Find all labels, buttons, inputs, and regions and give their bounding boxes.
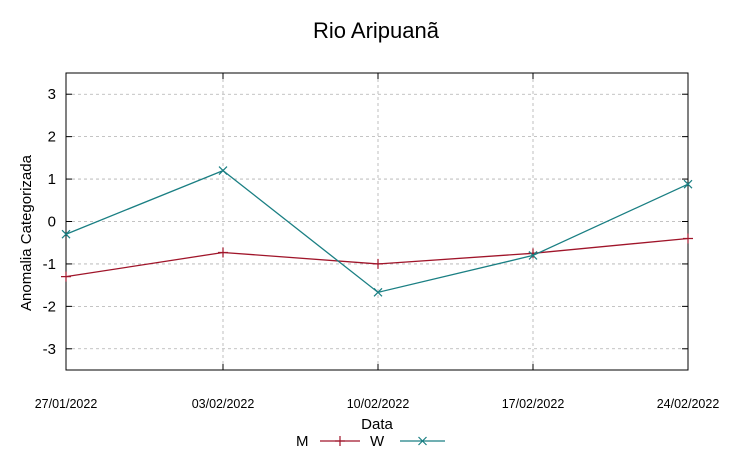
data-point-M xyxy=(61,271,71,282)
data-point-W xyxy=(373,287,383,297)
series-line-W xyxy=(65,169,689,294)
legend-label-M: M xyxy=(296,433,309,450)
y-tick-label: 0 xyxy=(48,214,56,231)
x-tick-label: 17/02/2022 xyxy=(502,397,565,411)
data-point-W xyxy=(61,229,71,239)
x-axis-ticks: 27/01/2022 03/02/2022 10/02/2022 17/02/2022… xyxy=(35,73,720,411)
series-group xyxy=(61,166,693,297)
data-point-W xyxy=(218,166,228,176)
y-tick-label: 2 xyxy=(48,129,56,146)
x-axis-label: Data xyxy=(361,416,393,433)
series-W xyxy=(61,166,693,297)
y-axis-label: Anomalia Categorizada xyxy=(18,154,35,311)
x-tick-label: 24/02/2022 xyxy=(657,397,720,411)
series-M xyxy=(61,233,693,282)
data-point-M xyxy=(373,258,383,269)
data-point-W xyxy=(683,179,693,189)
y-tick-label: -1 xyxy=(43,256,56,273)
data-point-W xyxy=(528,251,538,260)
chart-title: Rio Aripuanã xyxy=(313,18,440,43)
series-line-M xyxy=(65,237,689,278)
x-tick-label: 27/01/2022 xyxy=(35,397,98,411)
y-tick-label: -3 xyxy=(43,341,56,358)
y-axis-ticks: 3 2 1 0 -1 -2 -3 xyxy=(43,86,688,358)
y-tick-label: 3 xyxy=(48,86,56,103)
data-point-M xyxy=(683,233,693,244)
x-tick-label: 03/02/2022 xyxy=(192,397,255,411)
legend-label-W: W xyxy=(370,433,385,450)
y-tick-label: 1 xyxy=(48,171,56,188)
legend-marker-W xyxy=(418,436,427,446)
data-point-M xyxy=(218,247,228,258)
legend-marker-M xyxy=(335,436,345,446)
grid-lines xyxy=(65,73,689,370)
x-tick-label: 10/02/2022 xyxy=(347,397,410,411)
y-tick-label: -2 xyxy=(43,298,56,315)
